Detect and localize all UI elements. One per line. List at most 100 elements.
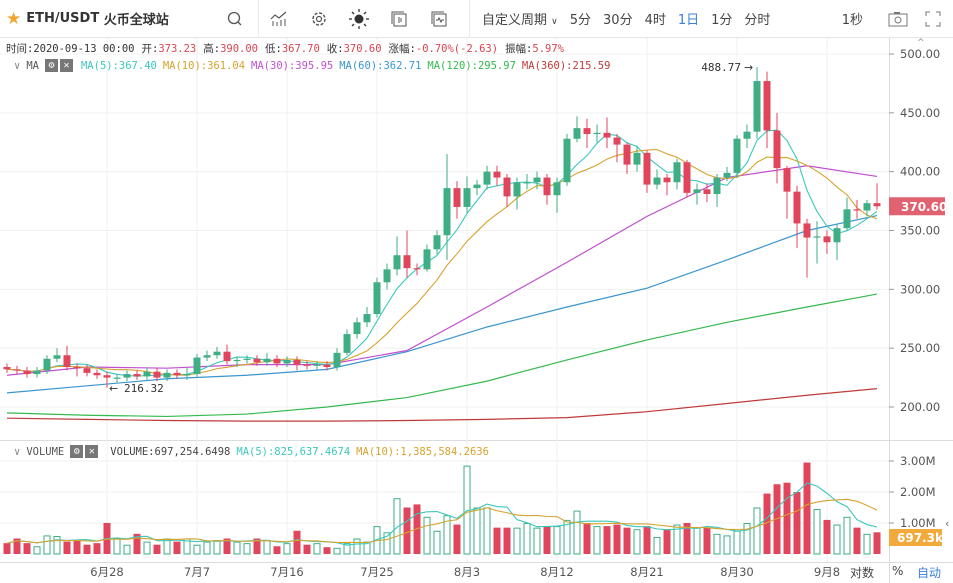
candle-body[interactable]	[63, 355, 71, 367]
candle-body[interactable]	[343, 334, 351, 353]
candle-body[interactable]	[573, 128, 581, 139]
candle-body[interactable]	[613, 137, 621, 145]
candle-body[interactable]	[133, 374, 141, 377]
candle-body[interactable]	[423, 249, 431, 270]
candle-body[interactable]	[713, 177, 721, 195]
volume-remove-close-icon[interactable]: ✕	[85, 445, 99, 458]
collapse-axis-chevron-icon[interactable]: ‹	[945, 517, 949, 530]
candle-body[interactable]	[683, 162, 691, 193]
candle-body[interactable]	[203, 355, 211, 358]
camera-icon[interactable]	[883, 0, 913, 38]
candle-body[interactable]	[463, 188, 471, 207]
candle-body[interactable]	[873, 203, 881, 207]
candle-body[interactable]	[733, 138, 741, 173]
ma-remove-close-icon[interactable]: ✕	[59, 59, 73, 72]
candle-body[interactable]	[373, 282, 381, 315]
candle-body[interactable]	[553, 182, 561, 196]
candle-body[interactable]	[113, 377, 121, 379]
candle-body[interactable]	[503, 177, 511, 197]
period-30m[interactable]: 30分	[603, 13, 633, 28]
symbol-selector[interactable]: ★ ETH/USDT 火币全球站	[0, 9, 224, 29]
candle-body[interactable]	[383, 269, 391, 283]
candle-body[interactable]	[793, 191, 801, 224]
candle-body[interactable]	[73, 366, 81, 369]
candle-body[interactable]	[853, 209, 861, 211]
candle-body[interactable]	[563, 138, 571, 183]
ma-settings-gear-icon[interactable]: ⚙	[44, 59, 58, 72]
candle-body[interactable]	[703, 189, 711, 195]
candle-body[interactable]	[103, 375, 111, 378]
candle-body[interactable]	[743, 131, 751, 139]
candle-body[interactable]	[323, 364, 331, 367]
candle-body[interactable]	[473, 184, 481, 189]
percent-scale-toggle[interactable]: %	[892, 564, 904, 578]
auto-scale-toggle[interactable]: 自动	[917, 566, 942, 580]
candle-body[interactable]	[83, 368, 91, 373]
candle-body[interactable]	[93, 372, 101, 376]
custom-period-dropdown[interactable]: 自定义周期 ∨	[476, 9, 564, 28]
gear-icon[interactable]	[299, 0, 339, 38]
candle-body[interactable]	[313, 364, 321, 366]
candle-body[interactable]	[13, 369, 21, 371]
candle-body[interactable]	[593, 132, 601, 135]
candle-body[interactable]	[433, 235, 441, 250]
candle-body[interactable]	[623, 144, 631, 165]
candle-body[interactable]	[863, 203, 871, 211]
candle-body[interactable]	[663, 177, 671, 183]
candle-body[interactable]	[843, 209, 851, 229]
candle-body[interactable]	[813, 236, 821, 238]
period-timeline[interactable]: 分时	[744, 13, 771, 28]
candle-body[interactable]	[443, 188, 451, 236]
candle-body[interactable]	[413, 268, 421, 270]
candle-body[interactable]	[673, 162, 681, 183]
candle-body[interactable]	[643, 152, 651, 185]
period-1d[interactable]: 1日	[677, 13, 700, 28]
candle-body[interactable]	[783, 168, 791, 192]
candle-body[interactable]	[123, 374, 131, 378]
template-icon[interactable]	[419, 0, 459, 38]
candle-body[interactable]	[633, 152, 641, 165]
candle-body[interactable]	[493, 171, 501, 178]
candle-body[interactable]	[753, 81, 761, 132]
candle-body[interactable]	[143, 371, 151, 377]
candle-body[interactable]	[333, 352, 341, 367]
candle-body[interactable]	[393, 255, 401, 270]
candle-body[interactable]	[153, 371, 161, 378]
fullscreen-icon[interactable]	[913, 0, 953, 38]
period-4h[interactable]: 4时	[644, 13, 666, 28]
indicators-icon[interactable]	[379, 0, 419, 38]
candle-body[interactable]	[363, 314, 371, 323]
candle-body[interactable]	[763, 81, 771, 131]
collapse-icon[interactable]: ∨	[14, 59, 21, 72]
candle-body[interactable]	[403, 255, 411, 269]
candle-body[interactable]	[3, 366, 11, 370]
candle-body[interactable]	[173, 372, 181, 376]
candle-body[interactable]	[303, 364, 311, 366]
log-scale-toggle[interactable]: 对数	[850, 566, 875, 580]
candle-body[interactable]	[653, 177, 661, 185]
candle-body[interactable]	[243, 358, 251, 360]
candle-body[interactable]	[693, 189, 701, 193]
candle-body[interactable]	[163, 372, 171, 378]
candle-body[interactable]	[833, 228, 841, 243]
candle-body[interactable]	[283, 359, 291, 364]
candle-body[interactable]	[273, 358, 281, 364]
candle-body[interactable]	[43, 358, 51, 371]
candle-body[interactable]	[53, 355, 61, 359]
star-icon[interactable]: ★	[6, 8, 22, 29]
candle-body[interactable]	[293, 359, 301, 365]
scroll-up-chevron-icon[interactable]: ^	[917, 38, 925, 48]
candle-body[interactable]	[33, 370, 41, 375]
candle-body[interactable]	[583, 128, 591, 135]
chart-type-icon[interactable]	[259, 0, 299, 38]
candle-body[interactable]	[803, 223, 811, 238]
period-5m[interactable]: 5分	[569, 13, 592, 28]
volume-settings-gear-icon[interactable]: ⚙	[70, 445, 84, 458]
candle-body[interactable]	[483, 171, 491, 185]
candle-body[interactable]	[513, 182, 521, 197]
candle-body[interactable]	[23, 370, 31, 375]
candle-body[interactable]	[723, 172, 731, 178]
collapse-icon[interactable]: ∨	[14, 445, 21, 458]
search-icon[interactable]	[220, 0, 250, 38]
